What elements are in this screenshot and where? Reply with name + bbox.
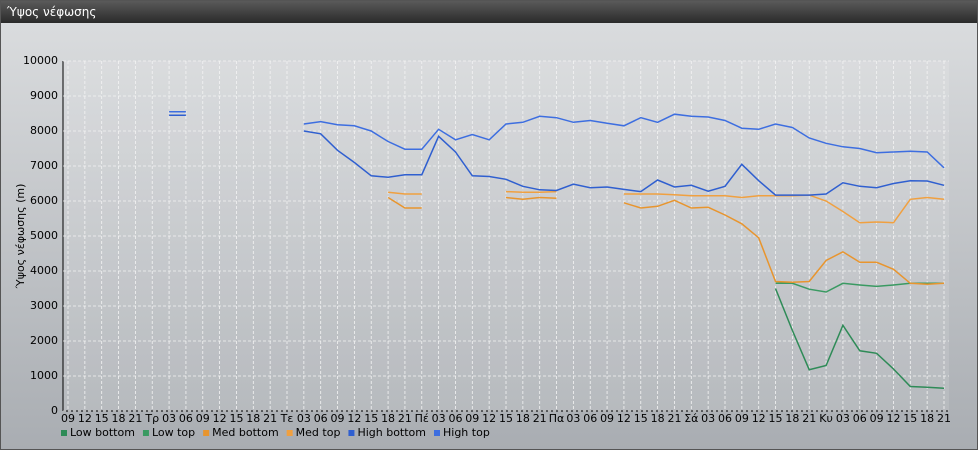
- x-tick-label: 06: [853, 412, 867, 425]
- y-tick-label: 3000: [30, 299, 58, 312]
- x-tick-label: 03: [432, 412, 446, 425]
- legend-label: High top: [443, 426, 490, 439]
- x-tick-label: 12: [78, 412, 92, 425]
- legend-swatch: [286, 430, 293, 436]
- y-tick-label: 8000: [30, 124, 58, 137]
- x-tick-label: 06: [583, 412, 597, 425]
- x-tick-label: 06: [179, 412, 193, 425]
- y-tick-label: 7000: [30, 159, 58, 172]
- legend-label: Med bottom: [212, 426, 279, 439]
- x-tick-label: 12: [482, 412, 496, 425]
- x-tick-label: 12: [347, 412, 361, 425]
- x-tick-label: 06: [718, 412, 732, 425]
- x-tick-label: 06: [448, 412, 462, 425]
- x-tick-label: Κυ: [819, 412, 833, 425]
- x-tick-label: 03: [162, 412, 176, 425]
- x-tick-label: 18: [651, 412, 665, 425]
- y-tick-label: 0: [51, 404, 58, 417]
- x-tick-label: 15: [364, 412, 378, 425]
- x-tick-label: 03: [297, 412, 311, 425]
- x-tick-label: Πα: [549, 412, 565, 425]
- x-tick-label: 09: [600, 412, 614, 425]
- x-tick-label: 15: [769, 412, 783, 425]
- x-tick-label: 21: [667, 412, 681, 425]
- x-tick-label: 03: [701, 412, 715, 425]
- x-tick-label: 12: [617, 412, 631, 425]
- x-tick-label: 03: [836, 412, 850, 425]
- x-tick-label: 21: [263, 412, 277, 425]
- x-tick-label: 09: [465, 412, 479, 425]
- y-tick-label: 9000: [30, 89, 58, 102]
- title-bar: Ύψος νέφωσης: [1, 1, 977, 23]
- x-tick-label: 21: [937, 412, 951, 425]
- y-tick-label: 10000: [23, 54, 58, 67]
- series-line: [387, 196, 945, 286]
- legend-label: Low bottom: [70, 426, 135, 439]
- x-tick-label: 15: [634, 412, 648, 425]
- legend-swatch: [61, 430, 67, 436]
- legend-swatch: [348, 430, 355, 436]
- x-tick-label: 21: [533, 412, 547, 425]
- x-tick-label: Τε: [280, 412, 294, 425]
- legend-label: High bottom: [357, 426, 426, 439]
- series-line: [774, 288, 945, 390]
- legend-label: Med top: [296, 426, 341, 439]
- legend-swatch: [142, 430, 149, 436]
- x-tick-label: 21: [398, 412, 412, 425]
- legend-label: Low top: [152, 426, 195, 439]
- x-tick-label: 12: [886, 412, 900, 425]
- y-tick-label: 4000: [30, 264, 58, 277]
- y-tick-label: 1000: [30, 369, 58, 382]
- x-tick-label: 18: [516, 412, 530, 425]
- x-tick-label: 12: [752, 412, 766, 425]
- x-tick-label: Πέ: [415, 412, 429, 425]
- x-tick-label: 15: [229, 412, 243, 425]
- x-tick-label: Τρ: [144, 412, 159, 425]
- x-tick-label: 12: [213, 412, 227, 425]
- x-tick-label: 09: [870, 412, 884, 425]
- y-tick-label: 6000: [30, 194, 58, 207]
- series-line: [169, 114, 945, 196]
- x-tick-label: 03: [566, 412, 580, 425]
- x-tick-label: 09: [735, 412, 749, 425]
- x-tick-label: 15: [903, 412, 917, 425]
- y-axis-title: Ύψος νέφωσης (m): [14, 184, 27, 290]
- x-tick-label: 21: [128, 412, 142, 425]
- x-tick-label: 09: [196, 412, 210, 425]
- x-tick-label: 15: [95, 412, 109, 425]
- x-tick-label: 21: [802, 412, 816, 425]
- x-tick-label: 18: [246, 412, 260, 425]
- x-tick-label: Σά: [684, 412, 698, 425]
- x-tick-label: 15: [499, 412, 513, 425]
- x-tick-label: 09: [61, 412, 75, 425]
- x-tick-label: 18: [381, 412, 395, 425]
- x-tick-label: 06: [314, 412, 328, 425]
- legend-swatch: [434, 430, 440, 436]
- x-tick-label: 18: [920, 412, 934, 425]
- series-line: [169, 111, 945, 169]
- x-tick-label: 09: [331, 412, 345, 425]
- legend-swatch: [203, 430, 210, 436]
- x-tick-label: 18: [785, 412, 799, 425]
- x-tick-label: 18: [112, 412, 126, 425]
- y-tick-label: 2000: [30, 334, 58, 347]
- y-tick-label: 5000: [30, 229, 58, 242]
